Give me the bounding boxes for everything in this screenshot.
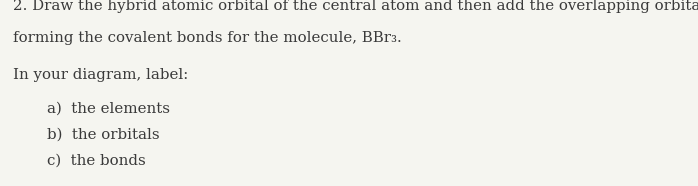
Text: 2. Draw the hybrid atomic orbital of the central atom and then add the overlappi: 2. Draw the hybrid atomic orbital of the… — [13, 0, 698, 13]
Text: b)  the orbitals: b) the orbitals — [47, 127, 160, 141]
Text: c)  the bonds: c) the bonds — [47, 153, 146, 167]
Text: In your diagram, label:: In your diagram, label: — [13, 68, 188, 82]
Text: forming the covalent bonds for the molecule, BBr₃.: forming the covalent bonds for the molec… — [13, 31, 401, 45]
Text: a)  the elements: a) the elements — [47, 101, 170, 115]
